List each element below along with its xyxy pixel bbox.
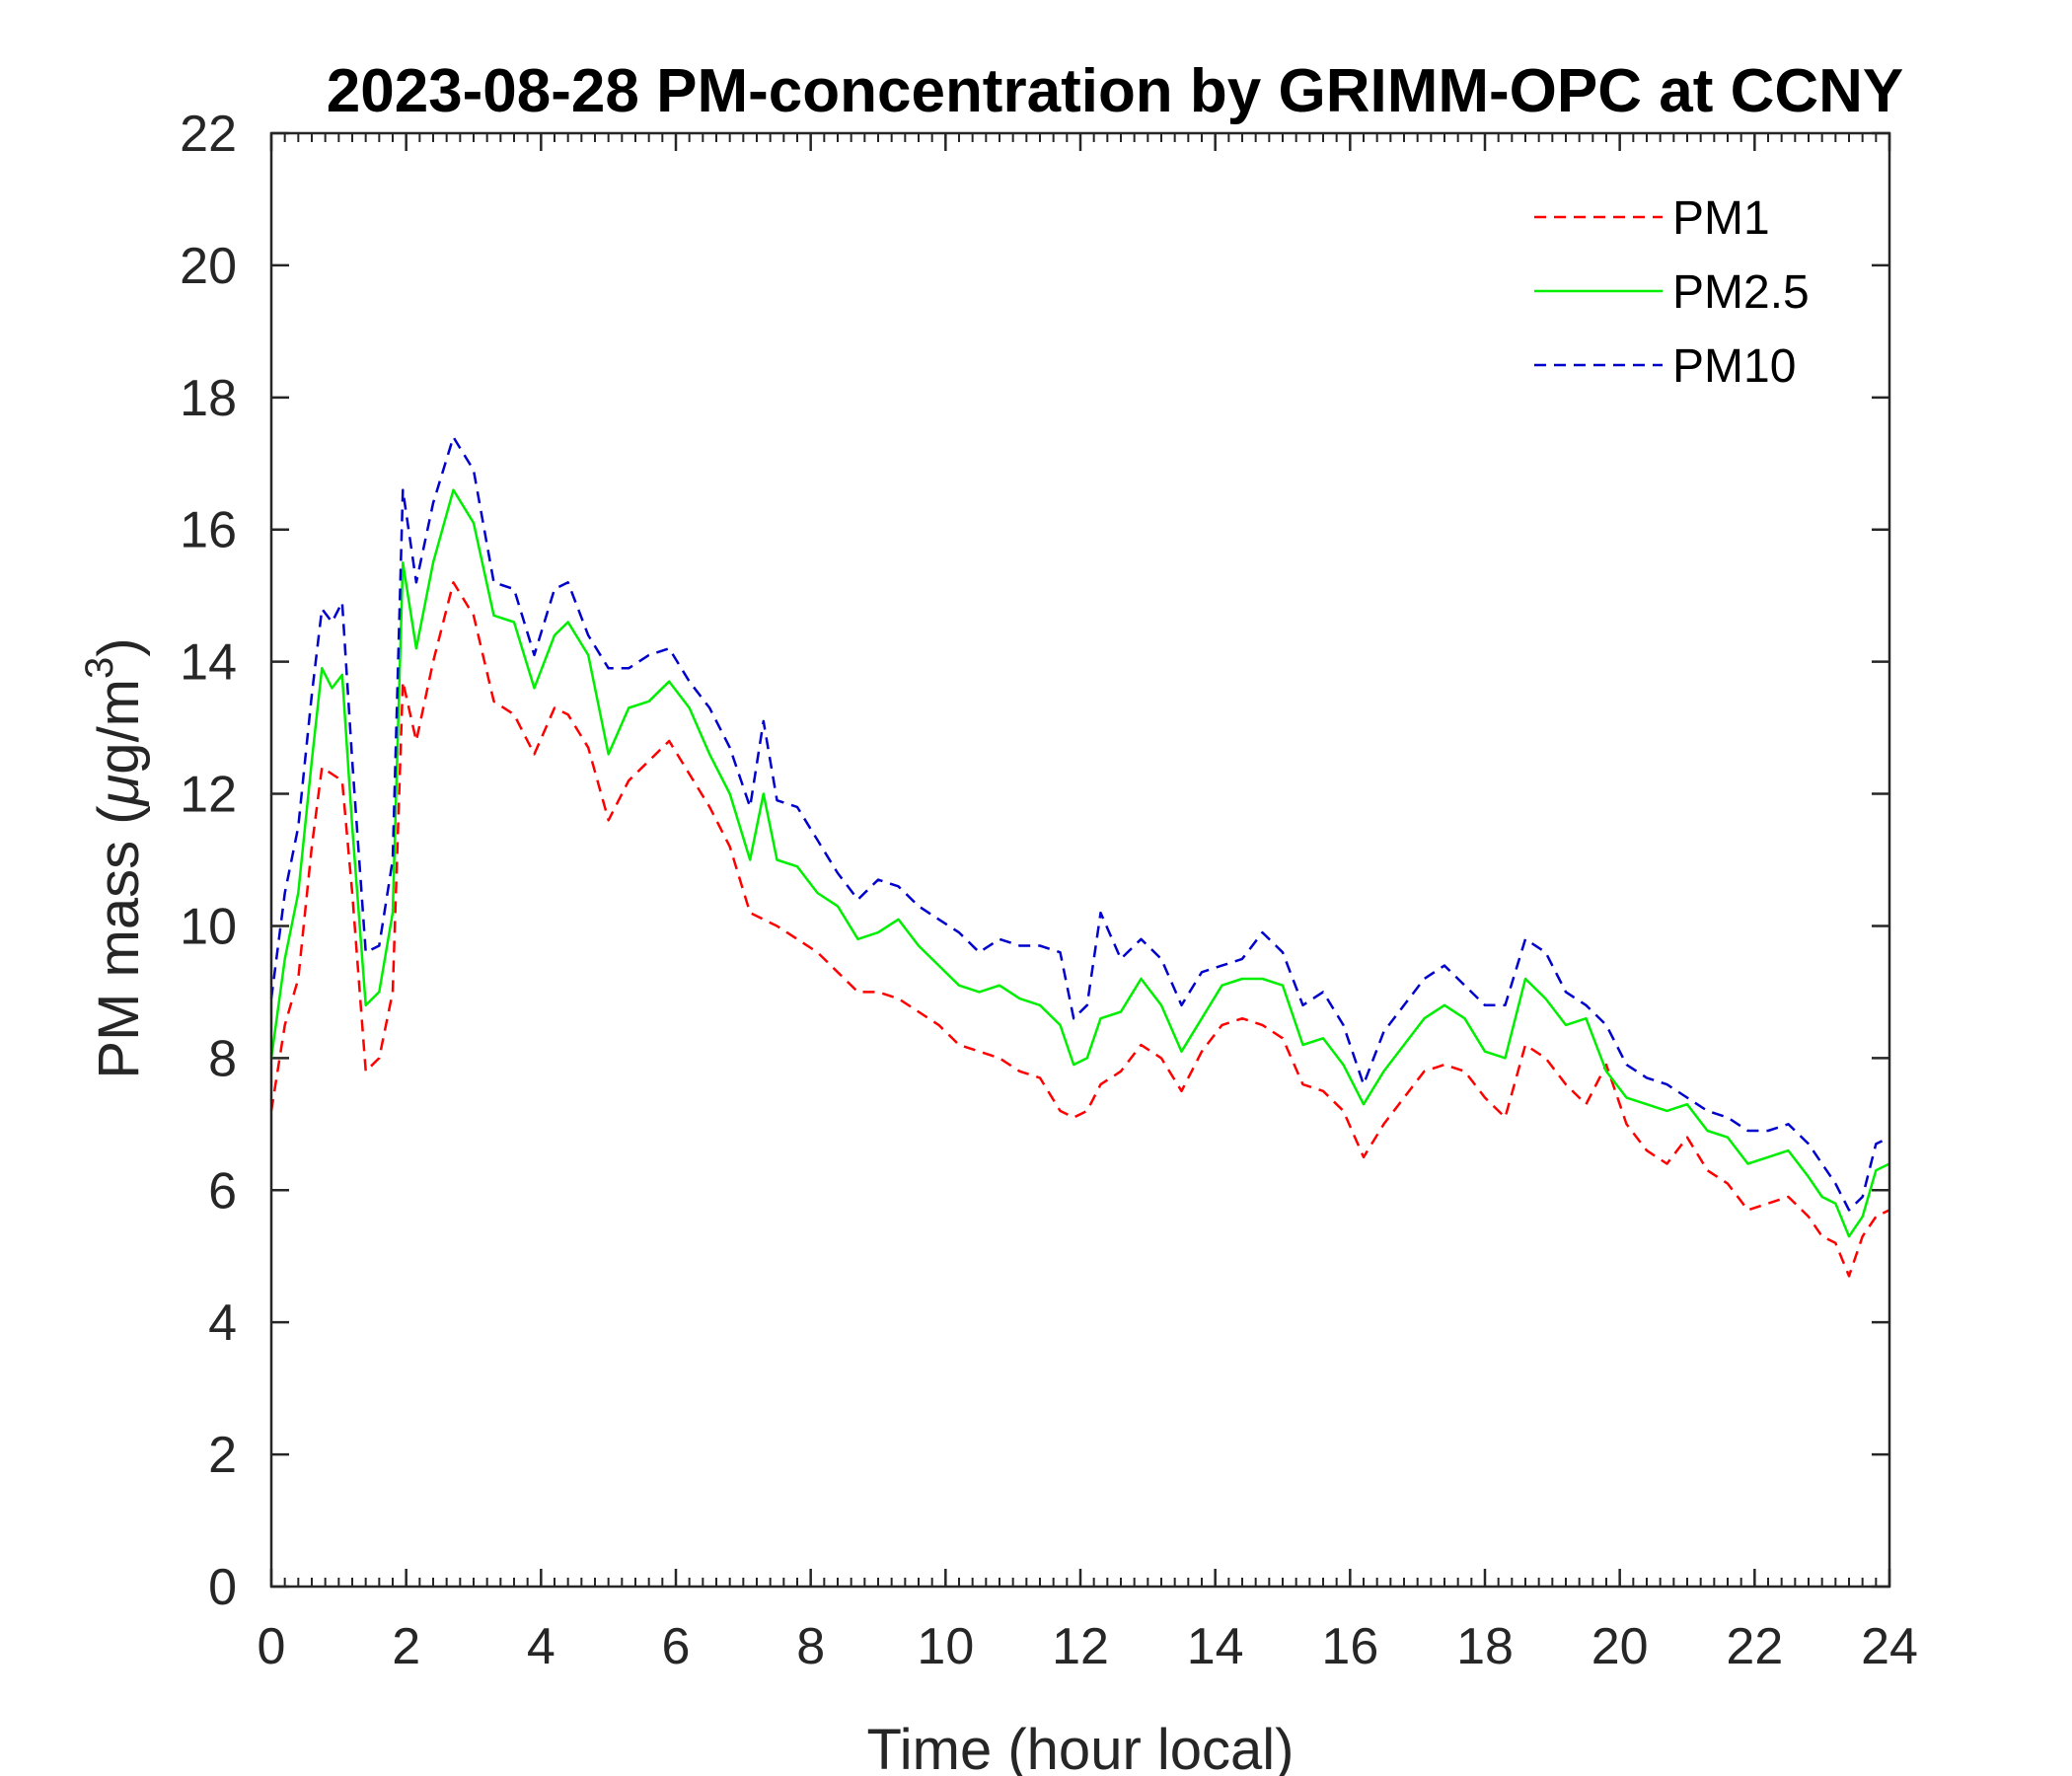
x-tick-label: 24 <box>1861 1618 1918 1675</box>
series-line-pm2-5 <box>269 488 1890 1238</box>
x-tick-label: 22 <box>1726 1618 1783 1675</box>
y-tick-label: 0 <box>208 1559 237 1616</box>
x-tick-label: 16 <box>1321 1618 1378 1675</box>
y-axis-label-main: PM mass ( <box>87 805 151 1078</box>
x-tick-label: 10 <box>917 1618 974 1675</box>
legend: PM1 PM2.5 PM10 <box>1534 192 1810 393</box>
y-tick-label: 16 <box>180 502 237 559</box>
plot-area <box>271 133 1889 1587</box>
y-tick-label: 12 <box>180 767 237 824</box>
x-tick-label: 4 <box>527 1618 555 1675</box>
y-tick-label: 6 <box>208 1162 237 1220</box>
y-axis-label-unit: g/m <box>87 679 151 775</box>
x-tick-label: 18 <box>1456 1618 1514 1675</box>
x-tick-label: 6 <box>662 1618 691 1675</box>
x-tick-label: 2 <box>392 1618 420 1675</box>
y-tick-label: 20 <box>180 238 237 295</box>
plot-frame <box>269 131 1891 1589</box>
y-tick-labels: 0 2 4 6 8 10 12 14 16 18 20 22 <box>180 106 237 1616</box>
y-axis-label: PM mass (μg/m3) <box>78 637 151 1078</box>
y-tick-label: 8 <box>208 1030 237 1087</box>
x-axis-label: Time (hour local) <box>867 1718 1295 1776</box>
y-tick-label: 22 <box>180 106 237 163</box>
y-axis-label-close: ) <box>87 637 151 656</box>
series-line-pm1 <box>269 581 1890 1278</box>
y-tick-label: 14 <box>180 634 237 692</box>
legend-label-pm2-5: PM2.5 <box>1672 266 1810 319</box>
chart-title: 2023-08-28 PM-concentration by GRIMM-OPC… <box>327 57 1904 125</box>
svg-text:PM mass (μg/m3): PM mass (μg/m3) <box>78 637 151 1078</box>
x-tick-label: 0 <box>258 1618 286 1675</box>
y-tick-label: 2 <box>208 1427 237 1484</box>
x-tick-label: 8 <box>796 1618 825 1675</box>
x-tick-label: 14 <box>1187 1618 1244 1675</box>
y-tick-label: 10 <box>180 898 237 955</box>
y-tick-label: 18 <box>180 370 237 427</box>
y-axis-label-sup: 3 <box>78 657 121 679</box>
y-tick-label: 4 <box>208 1295 237 1352</box>
x-tick-label: 12 <box>1052 1618 1109 1675</box>
series-line-pm10 <box>269 435 1890 1212</box>
y-axis-label-mu: μ <box>87 775 151 808</box>
legend-label-pm1: PM1 <box>1672 192 1770 245</box>
legend-label-pm10: PM10 <box>1672 340 1796 393</box>
series-layer <box>269 435 1890 1278</box>
x-tick-labels: 0 2 4 6 8 10 12 14 16 18 20 22 24 <box>258 1618 1918 1675</box>
x-tick-label: 20 <box>1591 1618 1649 1675</box>
minor-ticks <box>283 133 1878 1587</box>
